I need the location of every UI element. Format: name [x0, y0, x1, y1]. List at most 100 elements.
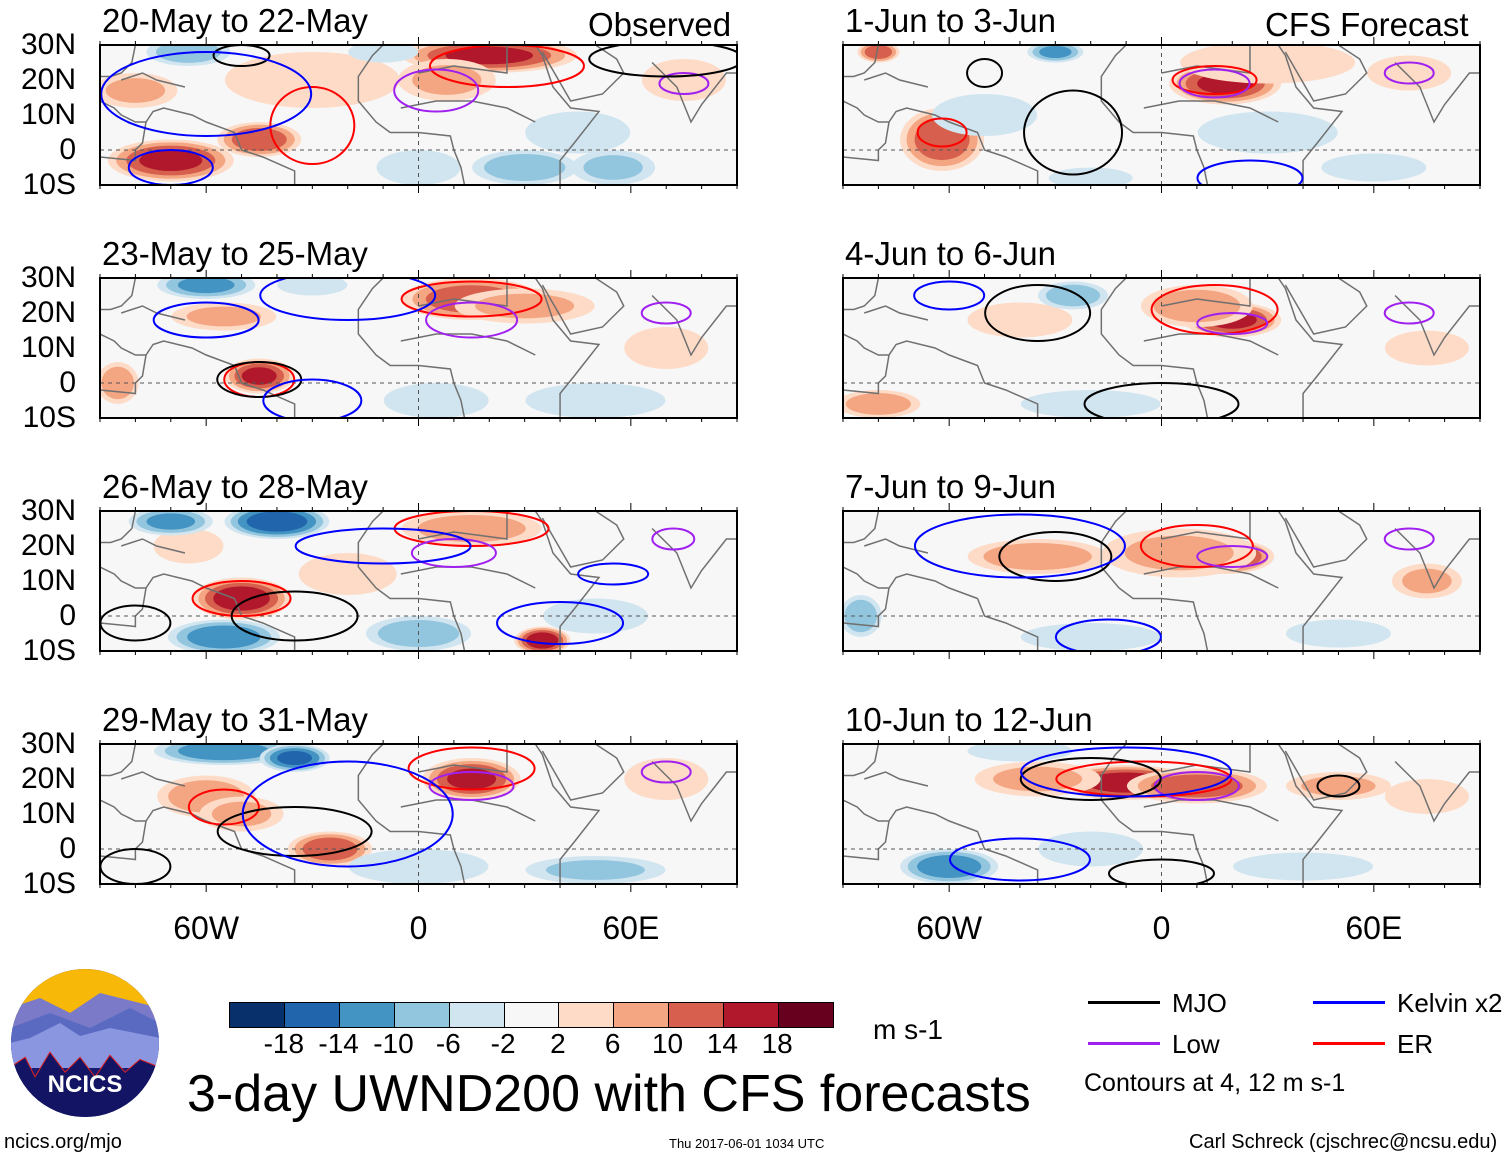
anomaly-mark — [932, 94, 1038, 136]
contour-low — [1196, 312, 1269, 335]
colorbar-swatch — [283, 1003, 339, 1027]
coastline — [100, 278, 137, 311]
anomaly-mark — [525, 856, 666, 884]
lon-tick-label: 0 — [1152, 910, 1171, 946]
legend-label: ER — [1397, 1029, 1434, 1059]
panel-title: 20-May to 22-May — [102, 2, 368, 39]
lat-tick-label: 10S — [22, 168, 76, 201]
panel-title: 26-May to 28-May — [102, 468, 368, 505]
contour-er — [428, 45, 585, 88]
map-panel — [99, 503, 738, 659]
colorbar-swatch — [448, 1003, 504, 1027]
coastline — [843, 45, 880, 78]
colorbar-tick-label: -14 — [318, 1028, 359, 1059]
legend-label: Low — [1172, 1029, 1220, 1059]
anomaly-mark — [1020, 623, 1161, 651]
coastline — [100, 100, 296, 185]
contour-mjo — [1316, 774, 1361, 798]
coastline — [534, 744, 601, 884]
lat-tick-label: 0 — [59, 133, 76, 166]
colorbar-tick-label: 6 — [604, 1028, 621, 1059]
lat-tick-label: 20N — [20, 296, 76, 329]
observed-label: Observed — [588, 6, 732, 43]
lon-tick-label: 60E — [1345, 910, 1403, 946]
contour-low — [658, 72, 710, 95]
contour-mjo — [1083, 382, 1240, 418]
coastline — [100, 333, 296, 418]
legend-line-1 — [1313, 1001, 1385, 1004]
anomaly-mark — [542, 598, 648, 634]
coastline — [1277, 278, 1344, 418]
lat-tick-label: 20N — [20, 529, 76, 562]
coastline — [1100, 511, 1209, 651]
contour-kelvin — [127, 149, 214, 185]
coastline — [651, 527, 737, 590]
contour-low — [651, 527, 696, 551]
anomaly-mark — [1038, 831, 1144, 867]
contour-low — [1196, 545, 1269, 568]
panel-title: 7-Jun to 9-Jun — [845, 468, 1056, 505]
coastline — [863, 771, 929, 787]
coastline — [1284, 744, 1368, 801]
coastline — [100, 45, 137, 78]
contour-kelvin — [294, 527, 472, 565]
contour-mjo — [998, 531, 1113, 582]
contour-kelvin — [577, 562, 650, 586]
coastline — [541, 45, 625, 102]
contour-kelvin — [1020, 746, 1233, 798]
anomaly-mark — [1020, 390, 1161, 418]
units-label: m s-1 — [873, 1014, 943, 1045]
contour-kelvin — [913, 280, 986, 311]
footer-author: Carl Schreck (cjschrec@ncsu.edu) — [1189, 1131, 1498, 1153]
coastline — [418, 744, 508, 773]
contour-low — [640, 301, 692, 325]
coastline — [843, 744, 880, 777]
footer-url[interactable]: ncics.org/mjo — [4, 1131, 122, 1153]
coastline — [541, 278, 625, 335]
anomaly-mark — [1321, 153, 1427, 182]
ncics-logo: NCICS — [11, 969, 159, 1117]
anomaly-mark — [128, 511, 213, 536]
coastline — [1277, 744, 1344, 884]
lat-tick-label: 10S — [22, 401, 76, 434]
lat-tick-label: 30N — [20, 494, 76, 527]
anomaly-mark — [383, 383, 489, 418]
anomaly-mark — [571, 150, 656, 185]
logo-text: NCICS — [48, 1071, 123, 1098]
lat-tick-label: 10N — [20, 331, 76, 364]
anomaly-mark — [224, 52, 400, 108]
coastline — [1277, 511, 1344, 651]
coastline — [843, 566, 1039, 651]
anomaly-mark — [1197, 111, 1338, 154]
lat-tick-label: 10S — [22, 634, 76, 667]
contour-er — [269, 86, 356, 165]
anomaly-mark — [525, 111, 631, 154]
lat-tick-label: 10N — [20, 797, 76, 830]
contour-mjo — [212, 45, 271, 67]
coastline — [1100, 45, 1209, 185]
lat-tick-label: 30N — [20, 727, 76, 760]
contour-kelvin — [152, 301, 260, 339]
contour-er — [916, 117, 968, 148]
anomaly-mark — [298, 553, 397, 595]
coastline — [863, 538, 929, 554]
panel-title: 23-May to 25-May — [102, 235, 368, 272]
colorbar — [229, 1002, 834, 1028]
contour-low — [1383, 301, 1435, 325]
contour-low — [428, 771, 515, 801]
map-panel — [99, 270, 738, 426]
contour-er — [1171, 65, 1258, 95]
forecast-label: CFS Forecast — [1265, 6, 1469, 43]
lon-tick-label: 60E — [602, 910, 660, 946]
coastline — [1143, 799, 1279, 822]
anomaly-mark — [157, 278, 256, 299]
lon-tick-label: 60W — [916, 910, 983, 946]
lon-tick-label: 0 — [409, 910, 428, 946]
colorbar-swatch — [230, 1003, 284, 1027]
coastline — [120, 771, 186, 787]
coastline — [863, 305, 929, 321]
contour-low — [1383, 527, 1435, 551]
contour-mjo — [216, 806, 373, 857]
anomaly-mark — [641, 59, 726, 101]
anomaly-mark — [153, 744, 294, 765]
